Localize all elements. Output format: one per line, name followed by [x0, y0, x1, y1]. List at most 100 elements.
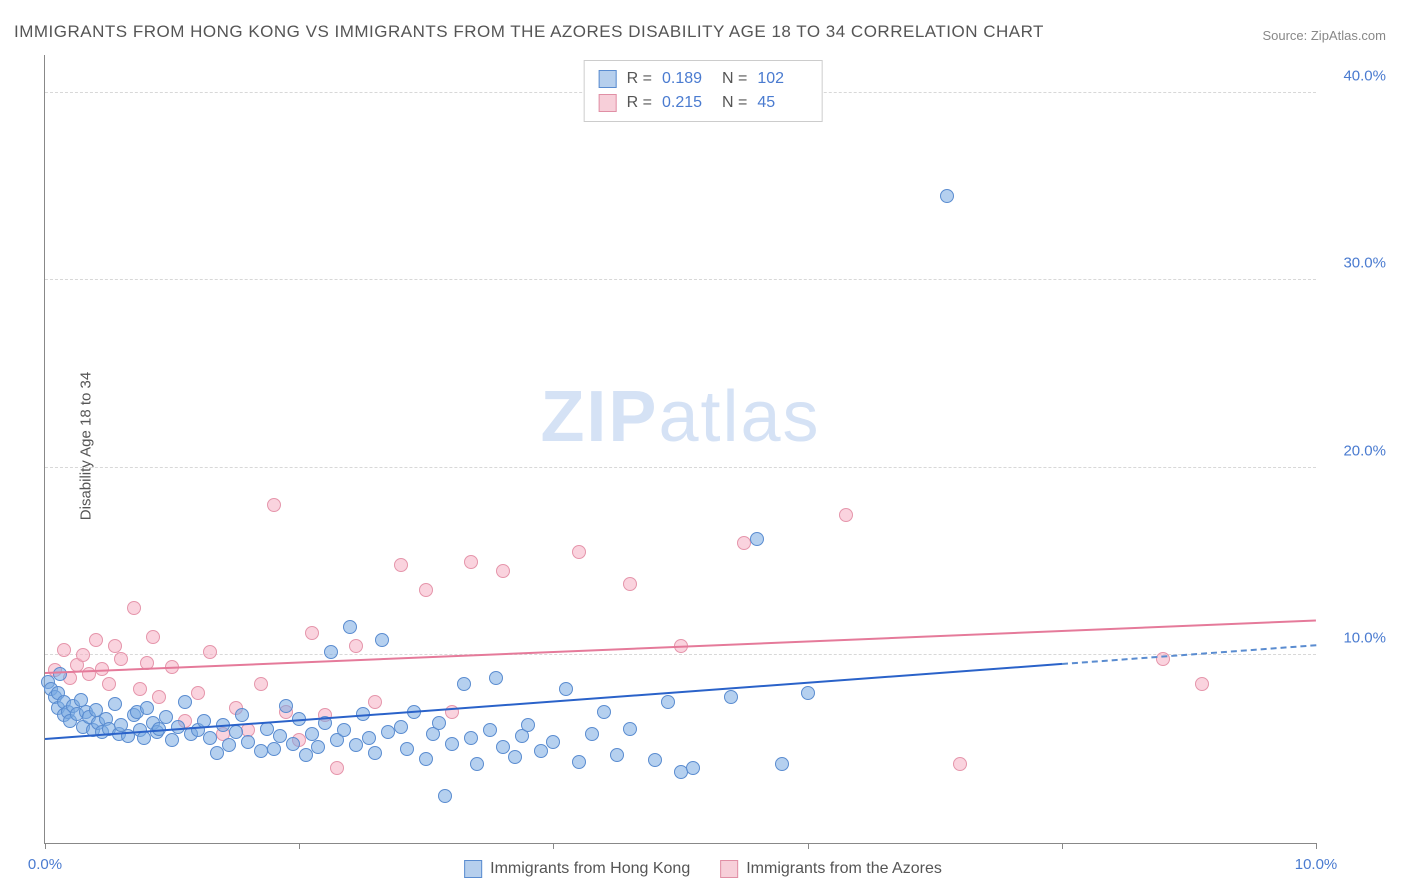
- data-point: [254, 744, 268, 758]
- data-point: [750, 532, 764, 546]
- data-point: [210, 746, 224, 760]
- data-point: [140, 701, 154, 715]
- data-point: [464, 731, 478, 745]
- data-point: [337, 723, 351, 737]
- trend-line: [45, 663, 1062, 740]
- legend-row: R =0.189N =102: [599, 67, 808, 91]
- data-point: [438, 789, 452, 803]
- data-point: [299, 748, 313, 762]
- n-label: N =: [722, 91, 747, 115]
- data-point: [203, 731, 217, 745]
- x-tick: [299, 843, 300, 849]
- source-prefix: Source:: [1262, 28, 1310, 43]
- data-point: [241, 735, 255, 749]
- data-point: [686, 761, 700, 775]
- data-point: [146, 630, 160, 644]
- data-point: [623, 722, 637, 736]
- x-tick: [1316, 843, 1317, 849]
- data-point: [178, 695, 192, 709]
- x-tick: [45, 843, 46, 849]
- data-point: [368, 695, 382, 709]
- legend-label: Immigrants from the Azores: [746, 860, 942, 878]
- data-point: [108, 697, 122, 711]
- data-point: [496, 740, 510, 754]
- data-point: [235, 708, 249, 722]
- n-label: N =: [722, 67, 747, 91]
- r-label: R =: [627, 67, 652, 91]
- legend-label: Immigrants from Hong Kong: [490, 860, 690, 878]
- data-point: [229, 725, 243, 739]
- data-point: [273, 729, 287, 743]
- data-point: [464, 555, 478, 569]
- data-point: [400, 742, 414, 756]
- r-value: 0.189: [662, 67, 712, 91]
- data-point: [311, 740, 325, 754]
- legend-item: Immigrants from the Azores: [720, 860, 942, 878]
- data-point: [159, 710, 173, 724]
- source-name: ZipAtlas.com: [1311, 28, 1386, 43]
- data-point: [279, 699, 293, 713]
- legend-correlation: R =0.189N =102R =0.215N =45: [584, 60, 823, 122]
- data-point: [324, 645, 338, 659]
- x-tick: [553, 843, 554, 849]
- legend-swatch: [464, 860, 482, 878]
- data-point: [343, 620, 357, 634]
- legend-row: R =0.215N =45: [599, 91, 808, 115]
- data-point: [508, 750, 522, 764]
- data-point: [572, 755, 586, 769]
- data-point: [222, 738, 236, 752]
- data-point: [724, 690, 738, 704]
- chart-title: IMMIGRANTS FROM HONG KONG VS IMMIGRANTS …: [14, 22, 1044, 42]
- y-tick-label: 10.0%: [1326, 630, 1386, 647]
- data-point: [572, 545, 586, 559]
- data-point: [940, 189, 954, 203]
- data-point: [57, 643, 71, 657]
- x-tick-label: 0.0%: [28, 856, 62, 873]
- x-tick: [1062, 843, 1063, 849]
- r-value: 0.215: [662, 91, 712, 115]
- data-point: [1195, 677, 1209, 691]
- data-point: [152, 690, 166, 704]
- plot-area: ZIPatlas 10.0%20.0%30.0%40.0%0.0%10.0%: [44, 55, 1316, 844]
- data-point: [305, 626, 319, 640]
- data-point: [496, 564, 510, 578]
- data-point: [286, 737, 300, 751]
- data-point: [419, 583, 433, 597]
- data-point: [534, 744, 548, 758]
- data-point: [267, 742, 281, 756]
- data-point: [953, 757, 967, 771]
- data-point: [419, 752, 433, 766]
- x-tick: [808, 843, 809, 849]
- data-point: [76, 648, 90, 662]
- data-point: [394, 558, 408, 572]
- legend-swatch: [599, 70, 617, 88]
- data-point: [559, 682, 573, 696]
- x-tick-label: 10.0%: [1295, 856, 1338, 873]
- data-point: [203, 645, 217, 659]
- y-tick-label: 30.0%: [1326, 255, 1386, 272]
- data-point: [546, 735, 560, 749]
- data-point: [267, 498, 281, 512]
- data-point: [375, 633, 389, 647]
- chart-container: IMMIGRANTS FROM HONG KONG VS IMMIGRANTS …: [0, 0, 1406, 892]
- data-point: [483, 723, 497, 737]
- data-point: [89, 633, 103, 647]
- watermark-light: atlas: [658, 377, 820, 457]
- data-point: [171, 720, 185, 734]
- data-point: [108, 639, 122, 653]
- y-tick-label: 20.0%: [1326, 442, 1386, 459]
- trend-line: [45, 620, 1316, 675]
- data-point: [305, 727, 319, 741]
- data-point: [133, 682, 147, 696]
- data-point: [489, 671, 503, 685]
- data-point: [623, 577, 637, 591]
- grid-line: [45, 467, 1316, 468]
- legend-swatch: [720, 860, 738, 878]
- data-point: [330, 761, 344, 775]
- data-point: [349, 639, 363, 653]
- n-value: 45: [757, 91, 807, 115]
- data-point: [394, 720, 408, 734]
- data-point: [648, 753, 662, 767]
- data-point: [839, 508, 853, 522]
- data-point: [445, 737, 459, 751]
